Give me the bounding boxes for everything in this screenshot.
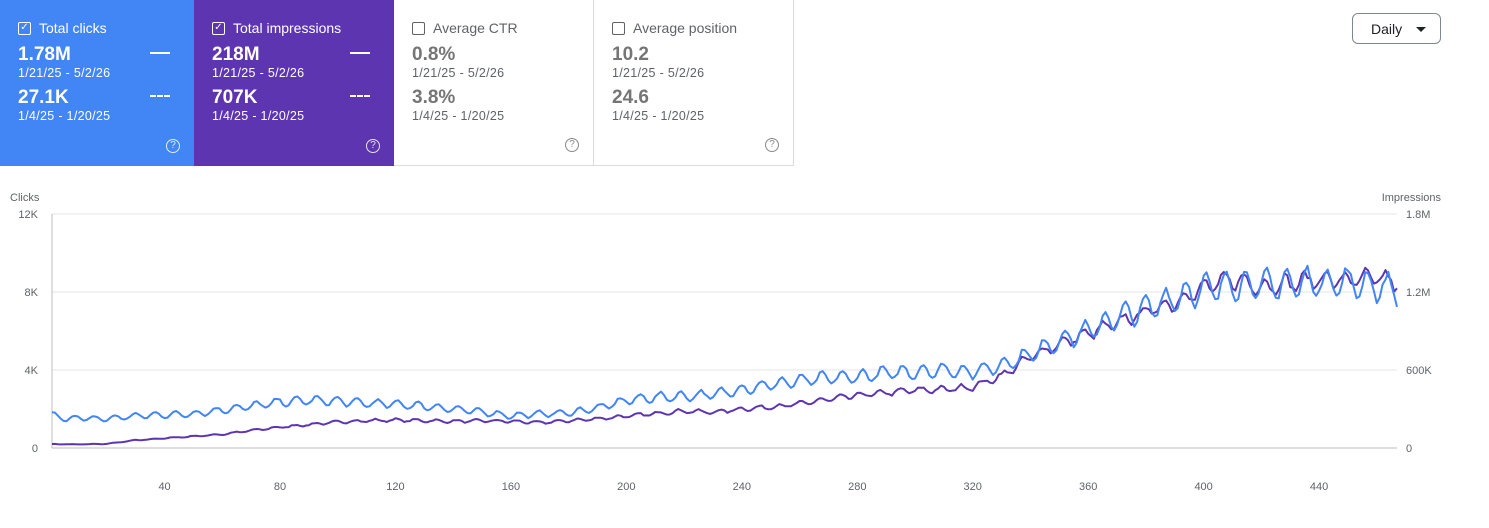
y-axis-label-impressions: Impressions: [1382, 192, 1442, 204]
help-icon[interactable]: ?: [765, 138, 779, 152]
card-total-impressions[interactable]: ✓ Total impressions 218M 1/21/25 - 5/2/2…: [194, 0, 394, 166]
metric-value: 1.78M: [18, 44, 71, 65]
metric-previous: 707K 1/4/25 - 1/20/25: [212, 87, 376, 124]
y2-tick-label: 0: [1406, 443, 1412, 455]
card-label: Average CTR: [433, 20, 518, 36]
metric-current: 218M 1/21/25 - 5/2/26: [212, 44, 376, 81]
card-header: ✓ Total clicks: [18, 20, 176, 36]
performance-chart: Clicks Impressions 0 4K 8K 12K 0 600K 1.2M 1.8…: [10, 192, 1442, 493]
metric-current: 1.78M 1/21/25 - 5/2/26: [18, 44, 176, 81]
metric-current: 10.2 1/21/25 - 5/2/26: [612, 44, 775, 81]
caret-down-icon: [1416, 27, 1426, 32]
y-tick-label: 0: [32, 443, 38, 455]
x-tick-label: 240: [733, 481, 751, 493]
metric-date-range: 1/21/25 - 5/2/26: [18, 66, 111, 80]
y-axis-ticks-left: 0 4K 8K 12K: [18, 209, 38, 455]
x-tick-label: 280: [848, 481, 866, 493]
x-tick-label: 40: [158, 481, 170, 493]
metric-value: 27.1K: [18, 87, 69, 108]
checkbox-checked-icon[interactable]: ✓: [18, 21, 31, 35]
metric-date-range: 1/4/25 - 1/20/25: [18, 109, 111, 123]
metric-cards: ✓ Total clicks 1.78M 1/21/25 - 5/2/26 27…: [0, 0, 794, 166]
x-tick-label: 360: [1079, 481, 1097, 493]
metric-value: 218M: [212, 44, 260, 65]
card-header: Average position: [612, 20, 775, 36]
checkbox-checked-icon[interactable]: ✓: [212, 21, 225, 35]
x-axis-ticks: 40 80 120 160 200 240 280 320 360 400 440: [158, 481, 1328, 493]
metric-previous: 3.8% 1/4/25 - 1/20/25: [412, 87, 575, 124]
help-icon[interactable]: ?: [565, 138, 579, 152]
clicks-series-line: [51, 264, 1398, 423]
y-axis-label-clicks: Clicks: [10, 192, 40, 204]
checkbox-unchecked-icon[interactable]: [412, 21, 425, 35]
metric-previous: 24.6 1/4/25 - 1/20/25: [612, 87, 775, 124]
metric-date-range: 1/4/25 - 1/20/25: [612, 109, 705, 123]
grid-lines: [51, 213, 1397, 449]
card-total-clicks[interactable]: ✓ Total clicks 1.78M 1/21/25 - 5/2/26 27…: [0, 0, 194, 166]
metric-date-range: 1/21/25 - 5/2/26: [612, 66, 705, 80]
y-axis-ticks-right: 0 600K 1.2M 1.8M: [1406, 209, 1432, 455]
chart-lines: [51, 264, 1398, 446]
help-icon[interactable]: ?: [166, 139, 180, 153]
y-tick-label: 8K: [25, 287, 39, 299]
metric-value: 3.8%: [412, 87, 456, 108]
metric-date-range: 1/21/25 - 5/2/26: [212, 66, 305, 80]
card-label: Average position: [633, 20, 738, 36]
card-average-position[interactable]: Average position 10.2 1/21/25 - 5/2/26 2…: [594, 0, 794, 166]
x-tick-label: 320: [964, 481, 982, 493]
metric-current: 0.8% 1/21/25 - 5/2/26: [412, 44, 575, 81]
y2-tick-label: 1.8M: [1406, 209, 1430, 221]
x-tick-label: 200: [617, 481, 635, 493]
granularity-selected-value: Daily: [1371, 20, 1403, 37]
metric-date-range: 1/21/25 - 5/2/26: [412, 66, 505, 80]
metric-previous: 27.1K 1/4/25 - 1/20/25: [18, 87, 176, 124]
y2-tick-label: 600K: [1406, 365, 1432, 377]
card-average-ctr[interactable]: Average CTR 0.8% 1/21/25 - 5/2/26 3.8% 1…: [394, 0, 594, 166]
x-tick-label: 440: [1310, 481, 1328, 493]
impressions-series-line: [51, 266, 1398, 446]
granularity-dropdown[interactable]: Daily: [1352, 13, 1441, 44]
card-label: Total impressions: [233, 20, 342, 36]
solid-line-legend-icon: [350, 52, 370, 54]
card-header: Average CTR: [412, 20, 575, 36]
y-tick-label: 12K: [18, 209, 38, 221]
x-tick-label: 400: [1194, 481, 1212, 493]
metric-date-range: 1/4/25 - 1/20/25: [412, 109, 505, 123]
solid-line-legend-icon: [150, 52, 170, 54]
y2-tick-label: 1.2M: [1406, 287, 1430, 299]
help-icon[interactable]: ?: [366, 139, 380, 153]
metric-value: 10.2: [612, 44, 649, 65]
card-header: ✓ Total impressions: [212, 20, 376, 36]
dashed-line-legend-icon: [150, 95, 170, 97]
metric-value: 0.8%: [412, 44, 456, 65]
metric-value: 707K: [212, 87, 258, 108]
dashed-line-legend-icon: [350, 95, 370, 97]
y-tick-label: 4K: [25, 365, 39, 377]
x-tick-label: 80: [274, 481, 286, 493]
checkbox-unchecked-icon[interactable]: [612, 21, 625, 35]
x-tick-label: 160: [502, 481, 520, 493]
card-label: Total clicks: [39, 20, 107, 36]
metric-value: 24.6: [612, 87, 649, 108]
metric-date-range: 1/4/25 - 1/20/25: [212, 109, 305, 123]
x-tick-label: 120: [386, 481, 404, 493]
